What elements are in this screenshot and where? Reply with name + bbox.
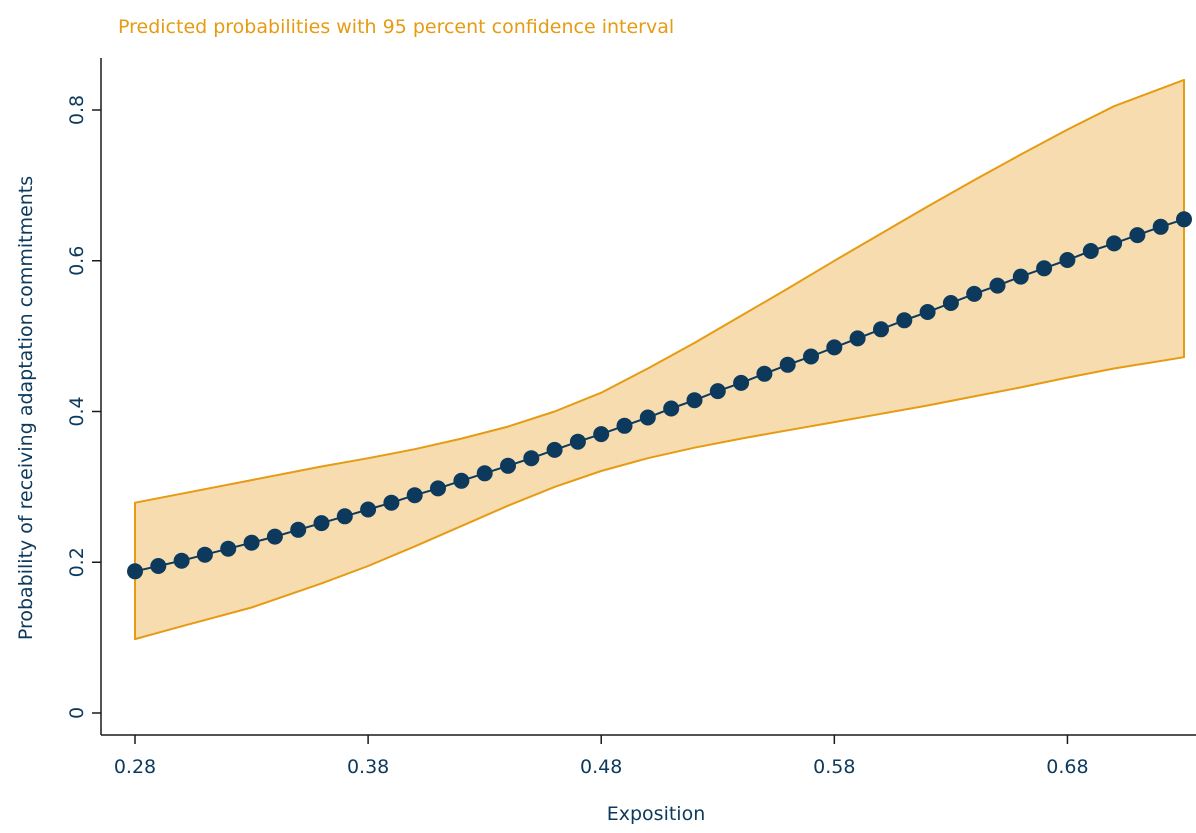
x-axis-ticks: 0.28 0.38 0.48 0.58 0.68	[114, 735, 1089, 778]
prediction-point	[733, 374, 750, 391]
prediction-point	[336, 508, 353, 525]
y-tick-label: 0.2	[66, 547, 88, 577]
prediction-point	[686, 392, 703, 409]
plot-area	[127, 78, 1192, 641]
prediction-point	[313, 515, 330, 532]
prediction-point	[406, 487, 423, 504]
confidence-interval-band	[134, 78, 1185, 641]
prediction-point	[569, 433, 586, 450]
prediction-point	[266, 528, 283, 545]
prediction-point	[919, 304, 936, 320]
prediction-point	[709, 383, 726, 400]
prediction-point	[500, 457, 516, 474]
prediction-point	[127, 563, 143, 580]
prediction-point	[290, 521, 307, 538]
prediction-point	[896, 312, 913, 329]
prediction-point	[616, 417, 633, 434]
x-tick-label: 0.68	[1046, 756, 1088, 778]
y-tick-label: 0	[66, 707, 88, 719]
prediction-point	[593, 426, 610, 443]
y-tick-label: 0.6	[66, 246, 88, 276]
chart-title: Predicted probabilities with 95 percent …	[118, 16, 674, 38]
prediction-point	[1082, 243, 1099, 259]
y-tick-label: 0.4	[66, 396, 88, 426]
prediction-point	[1059, 252, 1076, 268]
x-tick-label: 0.38	[347, 756, 389, 778]
prediction-point	[639, 409, 656, 426]
x-axis-title: Exposition	[607, 803, 706, 825]
prediction-point	[476, 465, 493, 482]
prediction-point	[1036, 260, 1053, 277]
prediction-point	[220, 540, 237, 557]
prediction-point	[1176, 211, 1192, 228]
prediction-point	[196, 546, 213, 563]
prediction-point	[383, 494, 400, 511]
prediction-point	[663, 400, 680, 417]
prediction-point	[173, 552, 190, 569]
y-axis-ticks: 0 0.2 0.4 0.6 0.8	[66, 95, 101, 719]
prediction-point	[1152, 218, 1169, 235]
prediction-point	[966, 285, 983, 302]
prediction-point	[849, 330, 866, 347]
prediction-point	[826, 339, 843, 356]
y-tick-label: 0.8	[66, 95, 88, 125]
prediction-point	[942, 295, 959, 311]
x-tick-label: 0.28	[114, 756, 156, 778]
prediction-markers	[127, 211, 1192, 580]
prediction-point	[360, 501, 377, 518]
prediction-point	[756, 365, 773, 382]
prediction-point	[1012, 268, 1029, 285]
prediction-point	[803, 348, 819, 365]
prediction-point	[873, 321, 889, 338]
prediction-point	[779, 356, 796, 373]
x-tick-label: 0.58	[813, 756, 855, 778]
x-tick-label: 0.48	[580, 756, 622, 778]
prediction-point	[243, 534, 260, 551]
prediction-point	[523, 450, 540, 467]
prediction-line	[134, 218, 1185, 573]
prediction-point	[453, 472, 470, 489]
prediction-point	[150, 558, 167, 574]
prediction-point	[546, 441, 563, 458]
prediction-point	[430, 480, 446, 497]
y-axis-title: Probability of receiving adaptation comm…	[15, 176, 37, 640]
prediction-point	[1106, 235, 1123, 252]
prediction-point	[1129, 227, 1146, 244]
prediction-point	[989, 277, 1006, 294]
